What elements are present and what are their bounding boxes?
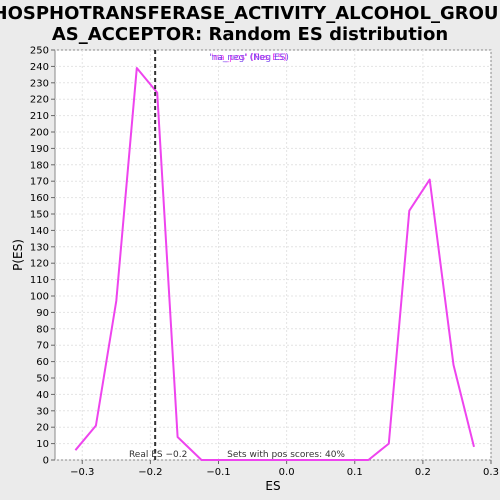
y-tick-label: 40 bbox=[36, 390, 49, 401]
legend-entry-pos: 'na_pos' (Pos ES) bbox=[211, 53, 287, 63]
y-axis-ticks: 0 10 20 30 40 50 60 70 80 90 100 110 120 130 140 150 160… bbox=[30, 46, 55, 467]
grid-lines bbox=[55, 49, 492, 461]
plot-area bbox=[54, 49, 492, 461]
y-tick-label: 30 bbox=[36, 406, 49, 417]
x-axis-ticks: −0.3 −0.2 −0.1 0.0 0.1 0.2 0.3 bbox=[70, 460, 499, 478]
y-tick-label: 10 bbox=[36, 439, 49, 450]
legend-entry-neg: 'na_neg' (Neg ES) bbox=[209, 53, 289, 63]
y-tick-label: 230 bbox=[30, 78, 49, 89]
y-tick-label: 220 bbox=[30, 95, 49, 106]
y-tick-label: 60 bbox=[36, 357, 49, 368]
x-tick-label: −0.3 bbox=[70, 467, 94, 478]
y-tick-label: 180 bbox=[30, 160, 49, 171]
y-tick-label: 90 bbox=[36, 308, 49, 319]
y-tick-label: 170 bbox=[30, 177, 49, 188]
y-tick-label: 100 bbox=[30, 292, 49, 303]
y-axis-label: P(ES) bbox=[11, 239, 25, 271]
y-tick-label: 190 bbox=[30, 144, 49, 155]
y-tick-label: 160 bbox=[30, 193, 49, 204]
x-tick-label: −0.2 bbox=[138, 467, 162, 478]
y-tick-label: 250 bbox=[30, 46, 49, 57]
y-tick-label: 110 bbox=[30, 275, 49, 286]
chart-title-line-1: PHOSPHOTRANSFERASE_ACTIVITY_ALCOHOL_GROU… bbox=[0, 3, 500, 24]
x-axis-label: ES bbox=[265, 479, 280, 493]
x-tick-label: 0.2 bbox=[415, 467, 431, 478]
y-tick-label: 200 bbox=[30, 128, 49, 139]
y-tick-label: 130 bbox=[30, 242, 49, 253]
y-tick-label: 70 bbox=[36, 341, 49, 352]
y-tick-label: 20 bbox=[36, 423, 49, 434]
x-tick-label: −0.1 bbox=[206, 467, 230, 478]
y-tick-label: 210 bbox=[30, 111, 49, 122]
y-tick-label: 50 bbox=[36, 374, 49, 385]
x-tick-label: 0.1 bbox=[347, 467, 363, 478]
y-tick-label: 240 bbox=[30, 62, 49, 73]
series-layer bbox=[74, 67, 475, 461]
chart-title-line-2: AS_ACCEPTOR: Random ES distribution bbox=[52, 24, 448, 45]
y-tick-label: 120 bbox=[30, 259, 49, 270]
series-line-0 bbox=[74, 67, 475, 461]
y-tick-label: 80 bbox=[36, 324, 49, 335]
x-tick-label: 0.0 bbox=[279, 467, 295, 478]
pos-scores-annotation: Sets with pos scores: 40% bbox=[227, 450, 345, 460]
real-es-label: Real ES −0.2 bbox=[129, 450, 187, 460]
x-tick-label: 0.3 bbox=[483, 467, 499, 478]
y-tick-label: 140 bbox=[30, 226, 49, 237]
y-tick-label: 0 bbox=[43, 456, 49, 467]
y-tick-label: 150 bbox=[30, 210, 49, 221]
